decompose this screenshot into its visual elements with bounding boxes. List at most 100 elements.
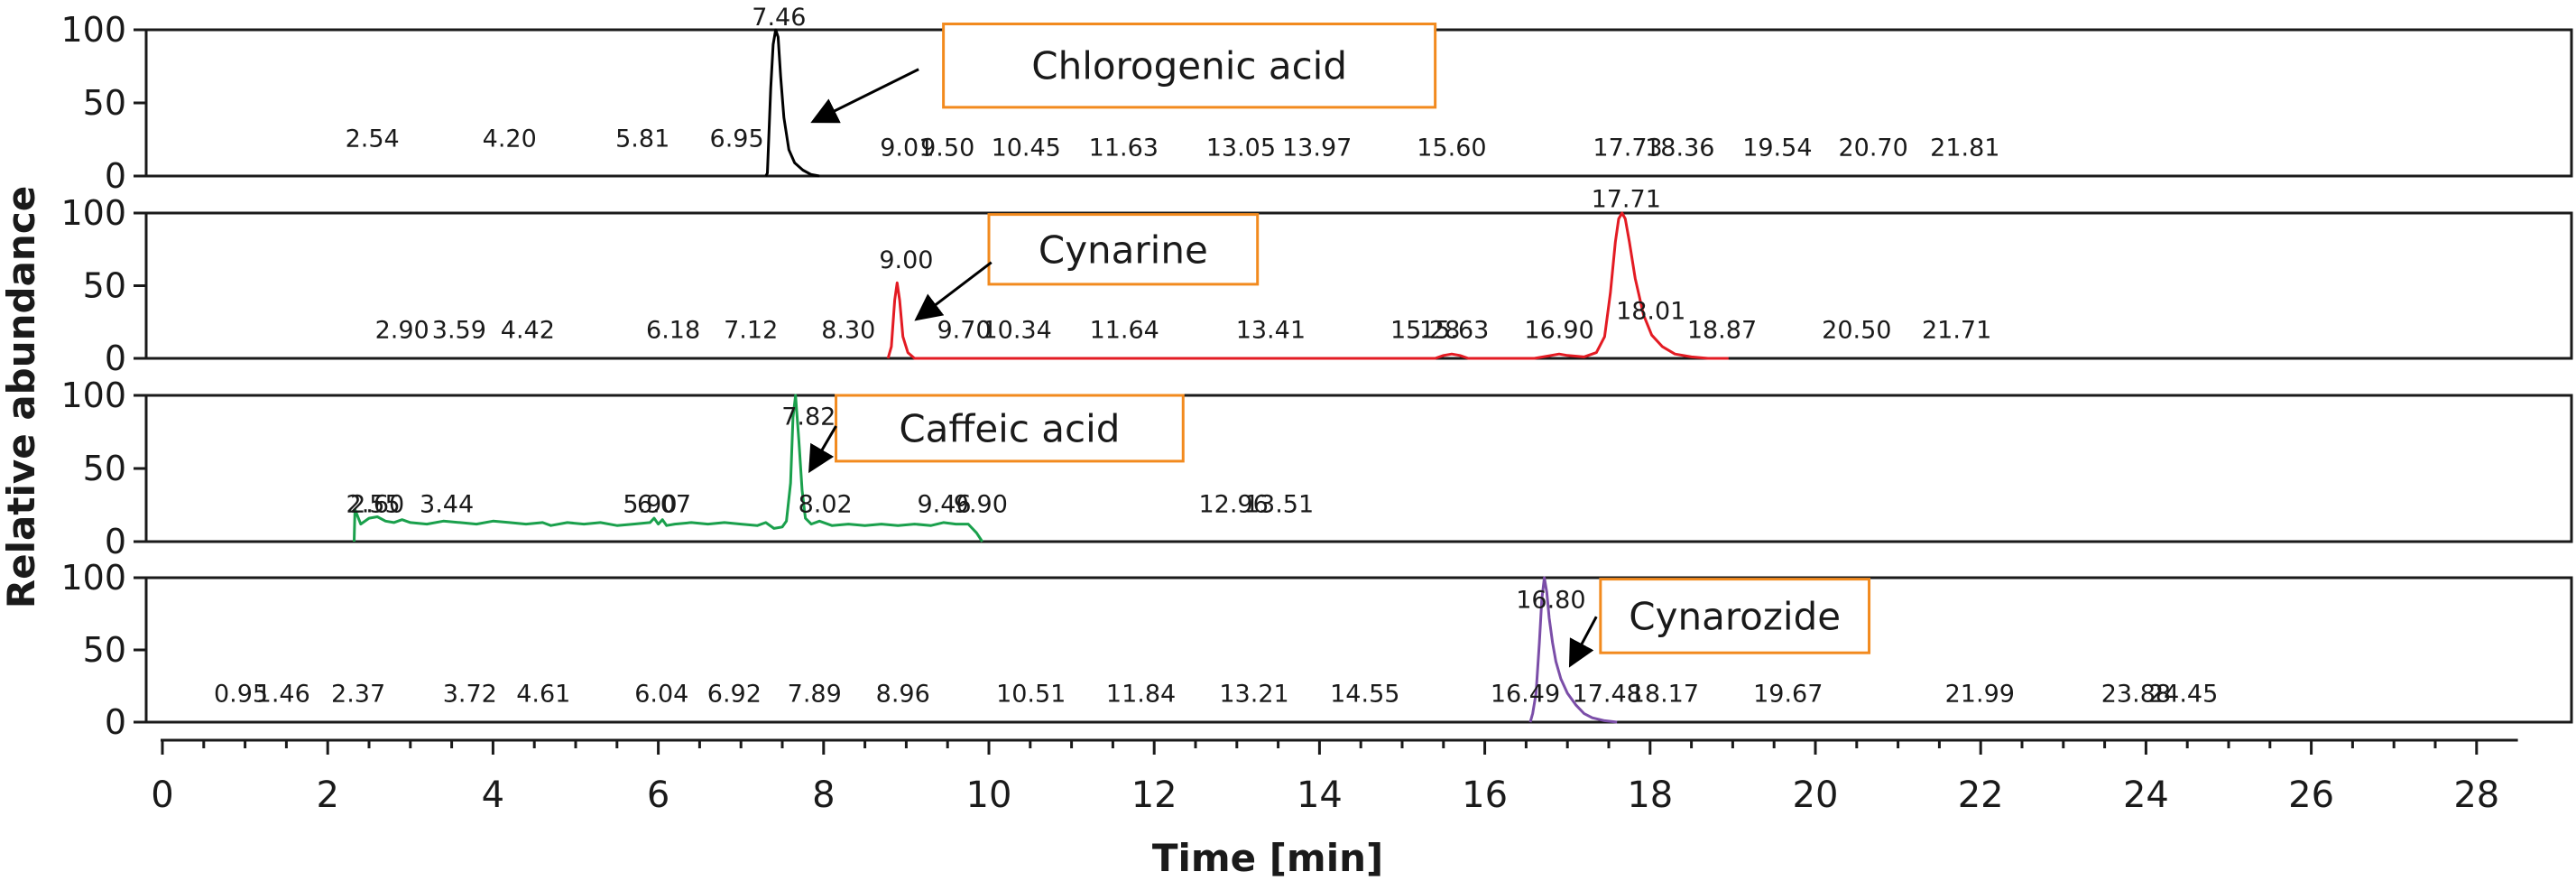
peak-label: 7.12 xyxy=(724,316,778,344)
y-tick-label: 50 xyxy=(83,449,126,488)
peak-label: 9.50 xyxy=(920,134,974,162)
peak-label: 1.46 xyxy=(256,681,310,709)
peak-label: 16.90 xyxy=(1524,316,1593,344)
peak-label: 12.96 xyxy=(1198,491,1268,519)
y-tick-label: 50 xyxy=(83,266,126,306)
y-tick-label: 100 xyxy=(60,10,126,50)
callout-box-cynarozide xyxy=(1599,578,1871,654)
peak-label: 21.81 xyxy=(1930,134,1999,162)
peak-label: 13.41 xyxy=(1236,316,1306,344)
x-tick-label: 16 xyxy=(1462,774,1508,816)
peak-label: 8.02 xyxy=(799,491,853,519)
peak-label: 9.46 xyxy=(917,491,971,519)
x-tick-label: 10 xyxy=(966,774,1012,816)
peak-label: 23.88 xyxy=(2101,681,2171,709)
peak-label: 13.05 xyxy=(1206,134,1276,162)
chart-panels: 0 50 100 2.54 4.20 5.81 6.95 7.46 9.019.50 10.45 1… xyxy=(60,4,2573,742)
peak-label: 13.21 xyxy=(1219,681,1288,709)
peak-label: 6.92 xyxy=(707,681,762,709)
peak-label: 2.54 xyxy=(346,125,400,153)
peak-label: 21.99 xyxy=(1945,681,2015,709)
x-tick-label: 20 xyxy=(1793,774,1839,816)
peak-label: 2.55 xyxy=(346,491,401,519)
peak-label: 3.72 xyxy=(443,681,497,709)
trace-cynarine xyxy=(886,211,1729,360)
peak-label: 11.64 xyxy=(1090,316,1159,344)
peak-label: 13.97 xyxy=(1282,134,1352,162)
peak-label: 0.95 xyxy=(214,681,268,709)
x-tick-label: 4 xyxy=(482,774,504,816)
callout-arrow-chlorogenic-acid xyxy=(810,68,919,124)
peak-label: 2.90 xyxy=(375,316,429,344)
peak-label: 18.01 xyxy=(1616,298,1685,326)
peak-label: 21.71 xyxy=(1922,316,1991,344)
peak-label: 7.89 xyxy=(788,681,842,709)
panel-caffeic-acid: 0 50 100 2.552.60 3.44 5.906.07 7.82 8.02 9.469.… xyxy=(60,376,2573,561)
x-tick-label: 14 xyxy=(1297,774,1343,816)
peak-label: 10.34 xyxy=(982,316,1051,344)
y-axis-label: Relative abundance xyxy=(0,186,43,608)
x-tick-label: 22 xyxy=(1958,774,2004,816)
peak-label: 5.90 xyxy=(623,491,677,519)
peak-label: 18.36 xyxy=(1645,134,1714,162)
y-tick-label: 50 xyxy=(83,83,126,123)
x-axis: 0 2 4 6 8 10 12 14 16 18 20 22 24 26 28 xyxy=(151,738,2518,816)
peak-label: 17.71 xyxy=(1592,186,1661,214)
peak-label: 17.73 xyxy=(1593,134,1662,162)
x-tick-label: 26 xyxy=(2288,774,2334,816)
peak-label: 6.04 xyxy=(634,681,688,709)
panel-cynarozide: 0 50 100 0.951.46 2.37 3.72 4.61 6.04 6.92 7.89 8.… xyxy=(60,558,2573,742)
peak-label: 6.95 xyxy=(710,125,764,153)
trace-cynarozide xyxy=(1528,576,1618,724)
peak-label: 3.59 xyxy=(432,316,486,344)
trace-chlorogenic-acid xyxy=(764,28,820,178)
peak-label: 17.48 xyxy=(1573,681,1642,709)
peak-label: 2.37 xyxy=(331,681,385,709)
y-tick-label: 100 xyxy=(60,558,126,598)
callout-label-caffeic-acid: Caffeic acid xyxy=(899,406,1120,450)
peak-label: 4.61 xyxy=(516,681,570,709)
peak-label: 18.87 xyxy=(1687,316,1757,344)
panel-chlorogenic-acid: 0 50 100 2.54 4.20 5.81 6.95 7.46 9.019.50 10.45 1… xyxy=(60,4,2573,196)
callout-label-cynarozide: Cynarozide xyxy=(1629,594,1841,638)
callout-arrow-cynarine xyxy=(914,261,993,321)
x-tick-label: 28 xyxy=(2453,774,2499,816)
y-tick-label: 0 xyxy=(105,522,126,561)
trace-caffeic-acid xyxy=(353,394,983,543)
peak-label: 7.82 xyxy=(781,403,836,431)
peak-label: 9.90 xyxy=(954,491,1008,519)
peak-label: 15.28 xyxy=(1390,316,1460,344)
y-tick-label: 0 xyxy=(105,156,126,196)
peak-label: 10.45 xyxy=(992,134,1061,162)
peak-label: 8.96 xyxy=(876,681,930,709)
peak-label: 7.46 xyxy=(752,4,806,32)
peak-label: 9.70 xyxy=(937,316,991,344)
x-tick-label: 2 xyxy=(316,774,338,816)
callout-box-chlorogenic-acid xyxy=(942,23,1437,109)
callout-label-cynarine: Cynarine xyxy=(1039,227,1208,272)
peak-label: 2.60 xyxy=(350,491,404,519)
x-tick-label: 18 xyxy=(1627,774,1673,816)
peak-label: 4.42 xyxy=(501,316,555,344)
x-tick-label: 12 xyxy=(1131,774,1177,816)
peak-label: 19.54 xyxy=(1742,134,1812,162)
peak-label: 6.18 xyxy=(646,316,700,344)
peak-label: 15.63 xyxy=(1419,316,1489,344)
peak-label: 3.44 xyxy=(420,491,474,519)
y-tick-label: 50 xyxy=(83,630,126,670)
y-tick-label: 100 xyxy=(60,376,126,415)
panel-cynarine: 0 50 100 2.90 3.59 4.42 6.18 7.12 8.30 9.00 9.7010… xyxy=(60,186,2573,378)
y-tick-label: 100 xyxy=(60,193,126,233)
peak-label: 24.45 xyxy=(2148,681,2218,709)
peak-label: 16.49 xyxy=(1491,681,1560,709)
peak-label: 5.81 xyxy=(615,125,669,153)
peak-label: 16.80 xyxy=(1516,587,1585,615)
peak-label: 9.01 xyxy=(880,134,934,162)
peak-label: 11.84 xyxy=(1106,681,1176,709)
x-tick-label: 24 xyxy=(2123,774,2169,816)
callout-arrow-caffeic-acid xyxy=(808,425,837,474)
peak-label: 13.51 xyxy=(1244,491,1314,519)
x-tick-label: 6 xyxy=(647,774,669,816)
x-tick-label: 8 xyxy=(812,774,835,816)
